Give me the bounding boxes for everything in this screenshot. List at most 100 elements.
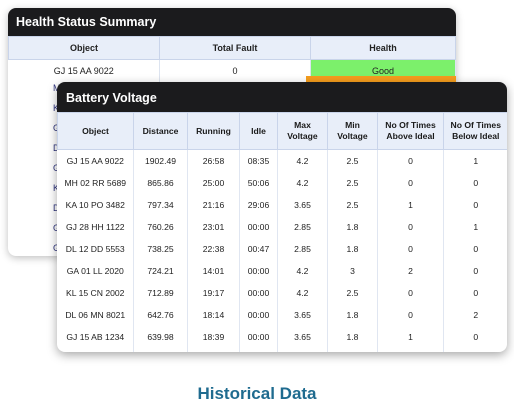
cell-idle: 00:00 bbox=[239, 326, 278, 348]
peek-text: K bbox=[53, 183, 60, 193]
cell-below-ideal: 1 bbox=[473, 222, 479, 232]
cell-object: GJ 15 AA 9022 bbox=[57, 149, 134, 172]
hidden-object-column: M K G D G K D G G bbox=[8, 78, 61, 256]
cell-distance: 760.26 bbox=[133, 216, 188, 238]
cell-distance: 712.89 bbox=[133, 282, 188, 304]
cell-min-voltage: 2.5 bbox=[327, 282, 378, 304]
cell-running: 26:58 bbox=[187, 149, 240, 172]
col-object: Object bbox=[57, 112, 134, 150]
cell-max-voltage: 3.65 bbox=[277, 326, 328, 348]
cell-object: KA 10 PO 3482 bbox=[57, 194, 134, 216]
table-row[interactable]: DL 12 DD 5553 738.25 22:38 00:47 2.85 1.8 0 0 bbox=[57, 238, 508, 260]
cell-object: GJ 15 AA 9022 bbox=[8, 59, 160, 82]
table-row[interactable]: GJ 15 AB 1234 639.98 18:39 00:00 3.65 1.8 1 0 bbox=[57, 326, 508, 348]
table-row[interactable]: GJ 28 HH 1122 760.26 23:01 00:00 2.85 1.8 0 1 bbox=[57, 216, 508, 238]
cell-object: MH 02 RR 5689 bbox=[57, 172, 134, 194]
cell-running: 21:16 bbox=[187, 194, 240, 216]
table-row[interactable]: DL 06 MN 8021 642.76 18:14 00:00 3.65 1.8 0 2 bbox=[57, 304, 508, 326]
cell-distance: 1902.49 bbox=[133, 149, 188, 172]
cell-idle: 00:00 bbox=[239, 304, 278, 326]
cell-idle: 00:47 bbox=[239, 238, 278, 260]
cell-above-ideal: 0 bbox=[377, 348, 444, 352]
cell-min-voltage: 1.8 bbox=[327, 216, 378, 238]
cell-max-voltage: 2.85 bbox=[277, 238, 328, 260]
cell-fault: 0 bbox=[159, 59, 311, 82]
col-min-voltage: Min Voltage bbox=[327, 112, 378, 150]
cell-above-ideal: 1 bbox=[377, 194, 444, 216]
cell-distance: 797.34 bbox=[133, 194, 188, 216]
col-health: Health bbox=[310, 36, 456, 60]
cell-distance: 639.98 bbox=[133, 326, 188, 348]
peek-text: K bbox=[53, 103, 60, 113]
cell-min-voltage: 2.5 bbox=[327, 149, 378, 172]
col-below-ideal: No Of Times Below Ideal bbox=[443, 112, 507, 150]
cell-idle: 00:00 bbox=[239, 260, 278, 282]
table-row[interactable]: MH 02 RR 5689 865.86 25:00 50:06 4.2 2.5 0 0 bbox=[57, 172, 508, 194]
cell-object: KL 15 CN 2002 bbox=[57, 282, 134, 304]
cell-above-ideal: 0 bbox=[377, 238, 444, 260]
col-idle: Idle bbox=[239, 112, 278, 150]
cell-min-voltage: 2.5 bbox=[327, 172, 378, 194]
cell-below-ideal: 0 bbox=[473, 332, 479, 342]
cell-distance: 642.76 bbox=[133, 304, 188, 326]
health-status-table: Object Total Fault Health GJ 15 AA 9022 … bbox=[8, 36, 456, 82]
cell-idle: 00:00 bbox=[239, 216, 278, 238]
peek-text: G bbox=[8, 238, 60, 256]
cell-running: 19:17 bbox=[187, 282, 240, 304]
cell-running: 12:46 bbox=[187, 348, 240, 352]
battery-voltage-table: Object Distance Running Idle Max Voltage… bbox=[57, 112, 507, 352]
cell-below-ideal: 2 bbox=[473, 310, 479, 320]
cell-running: 18:39 bbox=[187, 326, 240, 348]
peek-text: G bbox=[8, 218, 60, 238]
cell-running: 22:38 bbox=[187, 238, 240, 260]
cell-max-voltage: 2.85 bbox=[277, 216, 328, 238]
cell-below-ideal: 0 bbox=[473, 178, 479, 188]
table-row[interactable]: GJ 15 CN 6800636.3712:4600:004.22.500 bbox=[57, 348, 508, 352]
cell-distance: 636.37 bbox=[133, 348, 188, 352]
col-total-fault: Total Fault bbox=[159, 36, 311, 60]
cell-idle: 29:06 bbox=[239, 194, 278, 216]
cell-object: DL 12 DD 5553 bbox=[57, 238, 134, 260]
peek-text: G bbox=[8, 158, 60, 178]
cell-max-voltage: 4.2 bbox=[277, 348, 328, 352]
health-status-title: Health Status Summary bbox=[8, 8, 456, 36]
col-running: Running bbox=[187, 112, 240, 150]
col-max-voltage: Max Voltage bbox=[277, 112, 328, 150]
cell-below-ideal: 0 bbox=[473, 244, 479, 254]
cell-object: GJ 15 CN 6800 bbox=[57, 348, 134, 352]
table-row[interactable]: GJ 15 AA 9022 1902.49 26:58 08:35 4.2 2.5 0 1 bbox=[57, 149, 508, 172]
cell-object: GA 01 LL 2020 bbox=[57, 260, 134, 282]
cell-below-ideal: 1 bbox=[473, 156, 479, 166]
cell-above-ideal: 0 bbox=[377, 282, 444, 304]
cell-below-ideal: 0 bbox=[473, 200, 479, 210]
peek-text: M bbox=[8, 78, 61, 98]
cell-max-voltage: 3.65 bbox=[277, 304, 328, 326]
table-row[interactable]: KA 10 PO 3482 797.34 21:16 29:06 3.65 2.5 1 0 bbox=[57, 194, 508, 216]
col-above-ideal: No Of Times Above Ideal bbox=[377, 112, 444, 150]
health-warning-strip bbox=[306, 76, 456, 82]
cell-above-ideal: 0 bbox=[377, 149, 444, 172]
cell-min-voltage: 1.8 bbox=[327, 326, 378, 348]
cell-below-ideal: 0 bbox=[473, 266, 479, 276]
cell-min-voltage: 1.8 bbox=[327, 238, 378, 260]
historical-data-label: Historical Data bbox=[197, 384, 317, 403]
cell-above-ideal: 1 bbox=[377, 326, 444, 348]
cell-max-voltage: 4.2 bbox=[277, 149, 328, 172]
table-row[interactable]: GA 01 LL 2020 724.21 14:01 00:00 4.2 3 2 0 bbox=[57, 260, 508, 282]
cell-below-ideal: 0 bbox=[444, 348, 508, 352]
cell-min-voltage: 3 bbox=[327, 260, 378, 282]
cell-max-voltage: 3.65 bbox=[277, 194, 328, 216]
cell-running: 18:14 bbox=[187, 304, 240, 326]
cell-above-ideal: 0 bbox=[377, 216, 444, 238]
col-distance: Distance bbox=[133, 112, 188, 150]
cell-min-voltage: 1.8 bbox=[327, 304, 378, 326]
cell-running: 23:01 bbox=[187, 216, 240, 238]
cell-object: GJ 28 HH 1122 bbox=[57, 216, 134, 238]
cell-running: 14:01 bbox=[187, 260, 240, 282]
battery-voltage-card: Battery Voltage Object Distance Running … bbox=[57, 82, 507, 352]
cell-distance: 738.25 bbox=[133, 238, 188, 260]
table-row[interactable]: KL 15 CN 2002 712.89 19:17 00:00 4.2 2.5 0 0 bbox=[57, 282, 508, 304]
peek-text: D bbox=[8, 198, 60, 218]
cell-below-ideal: 0 bbox=[473, 288, 479, 298]
cell-min-voltage: 2.5 bbox=[327, 194, 378, 216]
